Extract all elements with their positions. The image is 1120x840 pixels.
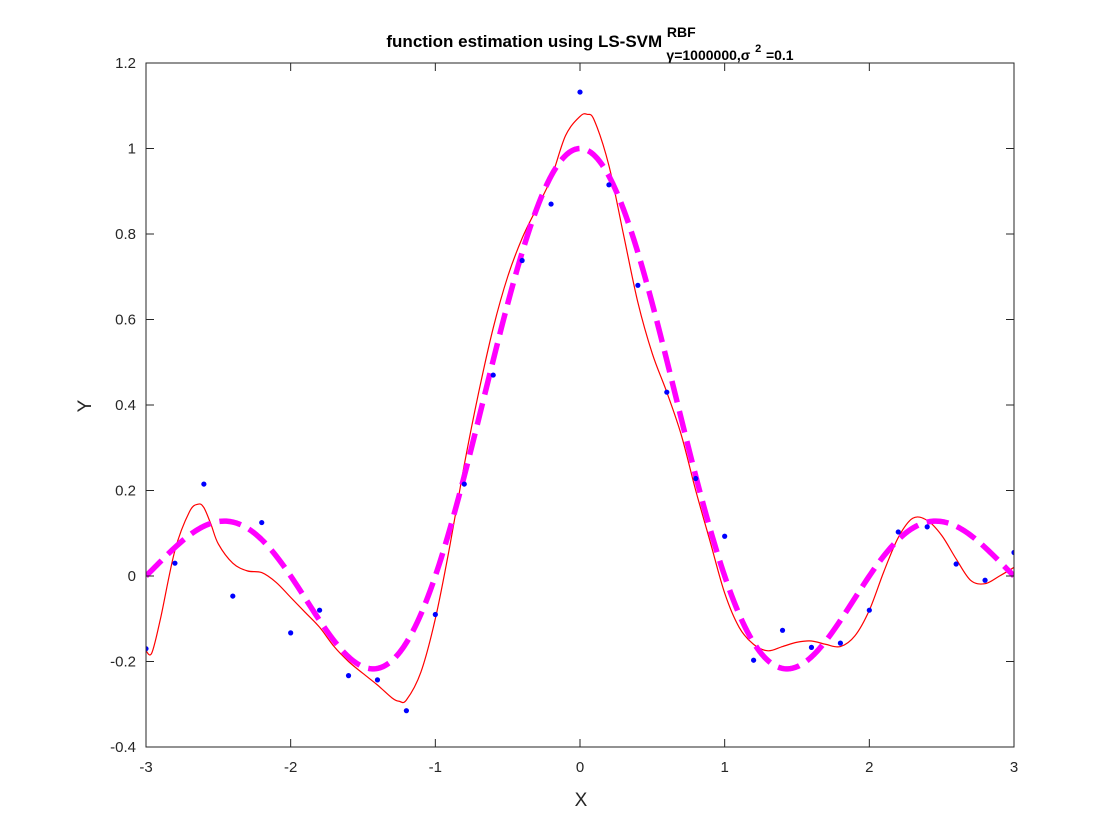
y-tick-label: 0.2 [115, 483, 136, 500]
data-point [403, 708, 409, 714]
data-point [259, 519, 265, 526]
x-tick-label: 2 [865, 759, 873, 776]
x-axis-label: X [575, 790, 588, 811]
series-true-function-line [146, 145, 1014, 672]
data-point [808, 644, 815, 650]
data-point [201, 481, 207, 487]
data-point [548, 201, 554, 207]
data-point [606, 182, 612, 188]
y-tick-label: 1.2 [115, 55, 136, 72]
x-tick-label: 1 [720, 759, 728, 776]
data-point [146, 646, 149, 652]
x-tick-label: 0 [576, 759, 584, 776]
data-point [664, 389, 670, 395]
x-tick-label: -3 [139, 759, 152, 776]
data-point [172, 560, 178, 566]
chart-title: function estimation using LS-SVM RBF γ=1… [386, 22, 793, 64]
data-point [693, 475, 699, 482]
data-point [779, 627, 786, 633]
y-tick-label: 0.4 [115, 397, 136, 414]
y-tick-label: -0.4 [110, 739, 136, 756]
data-point [751, 657, 757, 663]
data-point [374, 677, 381, 683]
data-point [1011, 549, 1014, 556]
x-tick-label: -1 [429, 759, 442, 776]
y-tick-label: 0.6 [115, 312, 136, 329]
chart-title-main: function estimation using LS-SVM [386, 32, 662, 51]
y-tick-label: 0 [128, 568, 136, 585]
y-tick-label: 1 [128, 141, 136, 158]
data-point [837, 640, 844, 646]
data-point [982, 577, 988, 583]
data-point [924, 524, 930, 530]
data-point [288, 630, 294, 636]
data-point [953, 561, 959, 567]
y-tick-label: -0.2 [110, 654, 136, 671]
data-point [635, 282, 641, 288]
chart-title-subscript-1: γ=1000000,σ [666, 47, 750, 63]
data-point [895, 529, 901, 535]
y-axis-label: Y [75, 399, 96, 412]
data-point [230, 593, 236, 599]
data-point [432, 611, 438, 618]
chart-title-superscript: RBF [667, 24, 696, 40]
y-tick-label: 0.8 [115, 226, 136, 243]
data-point [317, 607, 323, 613]
data-point [461, 481, 467, 487]
plot-area-series [146, 89, 1014, 714]
data-point [722, 533, 728, 539]
plot-area-axes: -3 -2 -1 0 1 2 3 -0.4 -0.2 0 0.2 0.4 0.6 0.8 1 1.2 [110, 55, 1018, 776]
data-point [345, 673, 352, 679]
data-point [519, 257, 525, 264]
x-tick-label: 3 [1010, 759, 1018, 776]
data-point [490, 372, 496, 378]
data-point [577, 89, 583, 95]
chart-title-subscript-2: =0.1 [766, 47, 794, 63]
data-point [866, 607, 872, 613]
chart-title-subscript-exponent: 2 [755, 43, 761, 55]
x-tick-label: -2 [284, 759, 297, 776]
